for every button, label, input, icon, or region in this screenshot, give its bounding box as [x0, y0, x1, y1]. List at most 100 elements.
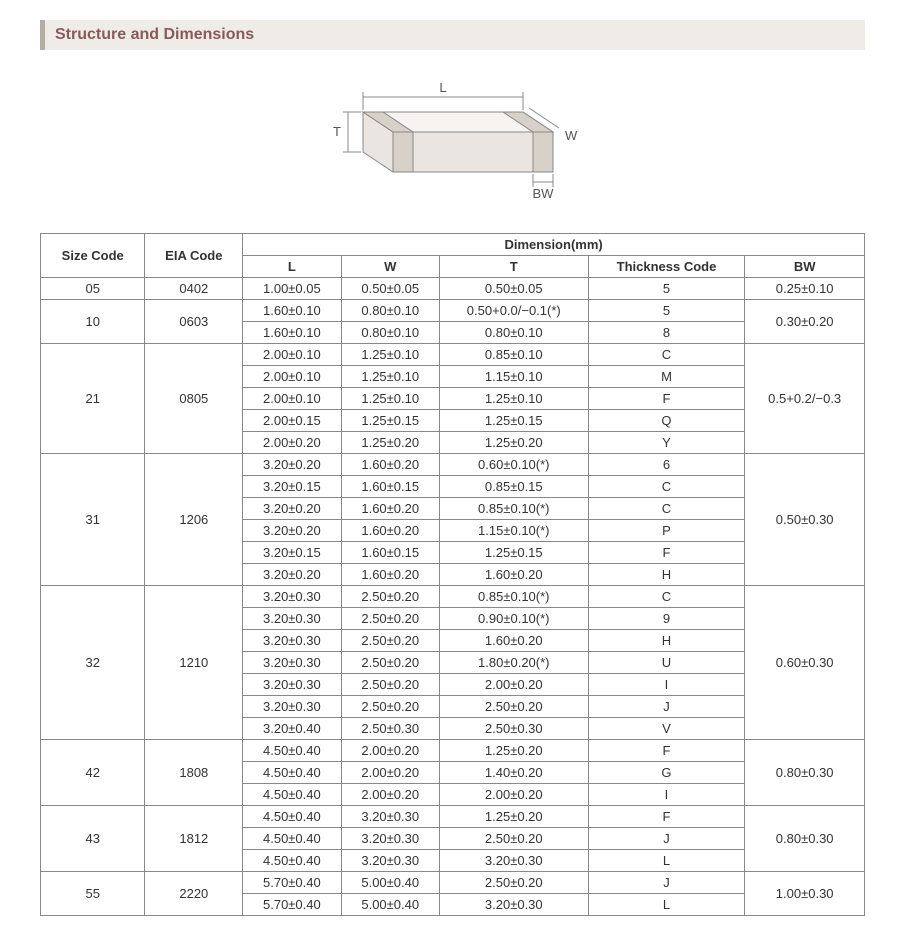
cell-TC: F	[588, 740, 745, 762]
cell-size-code: 31	[41, 454, 145, 586]
cell-W: 2.50±0.20	[341, 696, 439, 718]
cell-TC: C	[588, 476, 745, 498]
cell-bw: 0.25±0.10	[745, 278, 865, 300]
cell-T: 1.25±0.20	[439, 740, 588, 762]
cell-TC: C	[588, 498, 745, 520]
cell-L: 4.50±0.40	[243, 762, 341, 784]
cell-W: 0.50±0.05	[341, 278, 439, 300]
cell-W: 1.60±0.20	[341, 520, 439, 542]
component-diagram: LWTBW	[40, 62, 865, 217]
cell-TC: Y	[588, 432, 745, 454]
cell-size-code: 21	[41, 344, 145, 454]
cell-T: 0.50+0.0/−0.1(*)	[439, 300, 588, 322]
cell-T: 3.20±0.30	[439, 850, 588, 872]
cell-T: 1.80±0.20(*)	[439, 652, 588, 674]
cell-TC: 5	[588, 278, 745, 300]
cell-TC: H	[588, 564, 745, 586]
cell-L: 4.50±0.40	[243, 784, 341, 806]
dimension-svg: LWTBW	[313, 62, 593, 212]
cell-T: 1.25±0.20	[439, 806, 588, 828]
cell-L: 4.50±0.40	[243, 850, 341, 872]
cell-TC: H	[588, 630, 745, 652]
col-dimension: Dimension(mm)	[243, 234, 865, 256]
cell-eia-code: 0402	[145, 278, 243, 300]
cell-T: 2.50±0.20	[439, 828, 588, 850]
cell-W: 1.60±0.20	[341, 498, 439, 520]
cell-TC: I	[588, 674, 745, 696]
cell-L: 4.50±0.40	[243, 828, 341, 850]
cell-TC: L	[588, 850, 745, 872]
section-title: Structure and Dimensions	[55, 26, 254, 43]
cell-L: 1.60±0.10	[243, 322, 341, 344]
cell-L: 3.20±0.20	[243, 454, 341, 476]
cell-eia-code: 0805	[145, 344, 243, 454]
table-row: 4218084.50±0.402.00±0.201.25±0.20F0.80±0…	[41, 740, 865, 762]
cell-size-code: 43	[41, 806, 145, 872]
table-row: 0504021.00±0.050.50±0.050.50±0.0550.25±0…	[41, 278, 865, 300]
cell-L: 3.20±0.30	[243, 652, 341, 674]
table-row: 5522205.70±0.405.00±0.402.50±0.20J1.00±0…	[41, 872, 865, 894]
table-body: 0504021.00±0.050.50±0.050.50±0.0550.25±0…	[41, 278, 865, 916]
cell-eia-code: 2220	[145, 872, 243, 916]
col-size-code: Size Code	[41, 234, 145, 278]
cell-W: 2.00±0.20	[341, 762, 439, 784]
cell-L: 3.20±0.15	[243, 476, 341, 498]
cell-T: 2.50±0.20	[439, 696, 588, 718]
cell-bw: 1.00±0.30	[745, 872, 865, 916]
table-row: 4318124.50±0.403.20±0.301.25±0.20F0.80±0…	[41, 806, 865, 828]
cell-L: 1.60±0.10	[243, 300, 341, 322]
cell-W: 2.00±0.20	[341, 740, 439, 762]
cell-eia-code: 1206	[145, 454, 243, 586]
cell-T: 1.15±0.10	[439, 366, 588, 388]
cell-W: 2.50±0.20	[341, 586, 439, 608]
col-thickness-code: Thickness Code	[588, 256, 745, 278]
cell-TC: J	[588, 828, 745, 850]
cell-W: 1.25±0.20	[341, 432, 439, 454]
cell-L: 2.00±0.10	[243, 388, 341, 410]
cell-TC: 8	[588, 322, 745, 344]
cell-W: 0.80±0.10	[341, 322, 439, 344]
cell-L: 3.20±0.30	[243, 674, 341, 696]
cell-L: 5.70±0.40	[243, 872, 341, 894]
cell-L: 1.00±0.05	[243, 278, 341, 300]
dimensions-table: Size Code EIA Code Dimension(mm) L W T T…	[40, 233, 865, 916]
cell-T: 1.25±0.20	[439, 432, 588, 454]
cell-size-code: 32	[41, 586, 145, 740]
cell-L: 3.20±0.30	[243, 630, 341, 652]
cell-L: 2.00±0.15	[243, 410, 341, 432]
cell-T: 0.90±0.10(*)	[439, 608, 588, 630]
cell-size-code: 05	[41, 278, 145, 300]
cell-L: 3.20±0.15	[243, 542, 341, 564]
table-row: 3212103.20±0.302.50±0.200.85±0.10(*)C0.6…	[41, 586, 865, 608]
cell-W: 1.60±0.20	[341, 564, 439, 586]
cell-L: 3.20±0.30	[243, 586, 341, 608]
cell-W: 2.50±0.20	[341, 652, 439, 674]
col-BW: BW	[745, 256, 865, 278]
svg-text:BW: BW	[532, 186, 554, 201]
cell-bw: 0.5+0.2/−0.3	[745, 344, 865, 454]
cell-TC: 6	[588, 454, 745, 476]
cell-T: 1.40±0.20	[439, 762, 588, 784]
cell-bw: 0.80±0.30	[745, 806, 865, 872]
cell-W: 1.60±0.15	[341, 542, 439, 564]
cell-W: 2.50±0.20	[341, 630, 439, 652]
cell-L: 2.00±0.10	[243, 366, 341, 388]
cell-W: 3.20±0.30	[341, 850, 439, 872]
cell-TC: F	[588, 542, 745, 564]
cell-T: 0.85±0.15	[439, 476, 588, 498]
cell-W: 1.60±0.15	[341, 476, 439, 498]
cell-W: 1.25±0.10	[341, 388, 439, 410]
cell-L: 2.00±0.10	[243, 344, 341, 366]
cell-bw: 0.60±0.30	[745, 586, 865, 740]
cell-eia-code: 1210	[145, 586, 243, 740]
cell-W: 2.50±0.20	[341, 674, 439, 696]
col-W: W	[341, 256, 439, 278]
cell-TC: F	[588, 388, 745, 410]
cell-T: 0.85±0.10(*)	[439, 586, 588, 608]
svg-text:T: T	[333, 124, 341, 139]
cell-TC: Q	[588, 410, 745, 432]
cell-TC: C	[588, 586, 745, 608]
cell-TC: 9	[588, 608, 745, 630]
cell-eia-code: 1812	[145, 806, 243, 872]
cell-L: 2.00±0.20	[243, 432, 341, 454]
